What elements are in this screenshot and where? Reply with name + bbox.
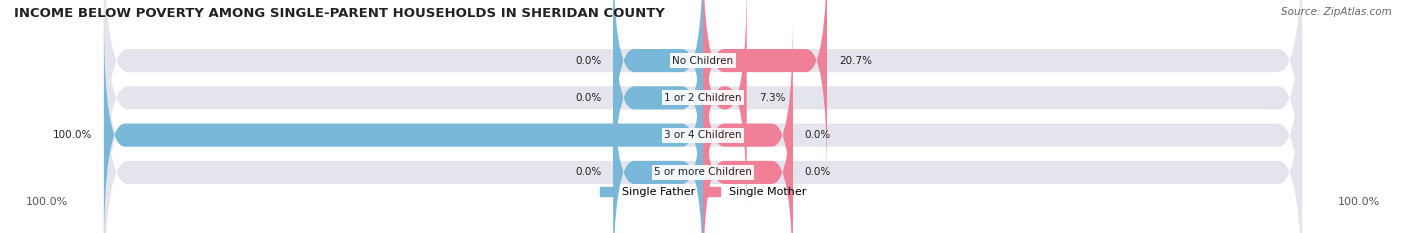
FancyBboxPatch shape (703, 0, 827, 179)
Text: 0.0%: 0.0% (575, 93, 602, 103)
FancyBboxPatch shape (104, 0, 1302, 233)
Text: 1 or 2 Children: 1 or 2 Children (664, 93, 742, 103)
Text: 20.7%: 20.7% (839, 56, 872, 65)
Text: 7.3%: 7.3% (759, 93, 785, 103)
Text: 0.0%: 0.0% (804, 168, 831, 177)
Text: 100.0%: 100.0% (27, 197, 69, 207)
Text: 100.0%: 100.0% (1337, 197, 1379, 207)
FancyBboxPatch shape (703, 16, 793, 233)
Text: INCOME BELOW POVERTY AMONG SINGLE-PARENT HOUSEHOLDS IN SHERIDAN COUNTY: INCOME BELOW POVERTY AMONG SINGLE-PARENT… (14, 7, 665, 20)
FancyBboxPatch shape (104, 0, 1302, 198)
FancyBboxPatch shape (613, 0, 703, 217)
Text: 5 or more Children: 5 or more Children (654, 168, 752, 177)
Text: 0.0%: 0.0% (575, 168, 602, 177)
Text: 100.0%: 100.0% (52, 130, 91, 140)
Text: 0.0%: 0.0% (804, 130, 831, 140)
Text: 3 or 4 Children: 3 or 4 Children (664, 130, 742, 140)
FancyBboxPatch shape (613, 0, 703, 179)
FancyBboxPatch shape (613, 54, 703, 233)
FancyBboxPatch shape (703, 0, 747, 217)
FancyBboxPatch shape (104, 35, 1302, 233)
Text: Source: ZipAtlas.com: Source: ZipAtlas.com (1281, 7, 1392, 17)
Text: No Children: No Children (672, 56, 734, 65)
FancyBboxPatch shape (703, 54, 793, 233)
Text: 0.0%: 0.0% (575, 56, 602, 65)
Legend: Single Father, Single Mother: Single Father, Single Mother (600, 187, 806, 197)
FancyBboxPatch shape (104, 0, 1302, 233)
FancyBboxPatch shape (104, 16, 703, 233)
